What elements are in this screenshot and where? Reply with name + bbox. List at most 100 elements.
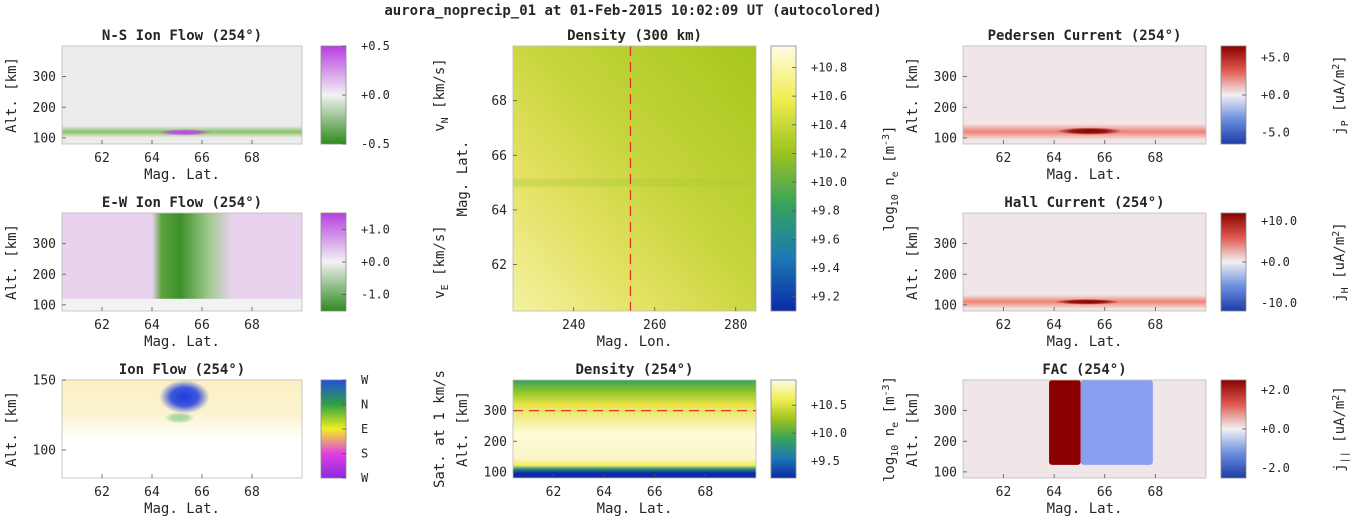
fac-frame [962,379,1207,479]
ns-ion-flow-ytick-label: 200 [33,101,56,116]
density-300-ytick-label: 66 [491,149,507,164]
fac-colorbar-tick-label: +2.0 [1261,383,1290,397]
density-300-colorbar-tick-label: +10.0 [811,175,847,189]
pedersen-current-frame [962,45,1207,145]
figure-title: aurora_noprecip_01 at 01-Feb-2015 10:02:… [384,3,881,19]
ew-ion-flow-colorbar-label: vE [km/s] [432,225,451,298]
hall-current-panel: Hall Current (254°) 62 64 66 68 Mag. Lat. 100 2… [905,195,1350,350]
hall-current-xtick-label: 66 [1097,318,1113,333]
ew-ion-flow-colorbar [320,212,347,312]
density-254-plot-area [513,380,756,478]
fac-ytick-label: 200 [934,435,957,450]
pedersen-current-xtick-label: 64 [1046,151,1062,166]
ew-ion-flow-ytick-label: 300 [33,237,56,252]
density-254-panel: Density (254°) 62 64 66 68 Mag. Lat. 100 200 300… [455,362,901,517]
hall-current-title: Hall Current (254°) [1004,195,1164,211]
hall-current-xtick-label: 62 [996,318,1012,333]
density-300-colorbar-tick-label: +10.2 [811,146,847,160]
ew-ion-flow-xtick-label: 64 [144,318,160,333]
pedersen-current-title: Pedersen Current (254°) [988,28,1182,44]
density-254-xtick-label: 64 [596,485,612,500]
density-300-title: Density (300 km) [567,28,702,44]
hall-current-xtick-label: 64 [1046,318,1062,333]
density-300-colorbar-tick-label: +9.2 [811,290,840,304]
ns-ion-flow-colorbar-tick-label: +0.5 [361,39,390,53]
ns-ion-flow-title: N-S Ion Flow (254°) [102,28,262,44]
hall-current-ytick-label: 300 [934,237,957,252]
density-300-ytick-label: 68 [491,94,507,109]
fac-feature-0 [1049,380,1081,465]
fac-xtick-label: 66 [1097,485,1113,500]
ion-flow-frame [61,379,303,479]
density-300-colorbar-label: log10 ne [m-3] [881,125,901,231]
density-300-colorbar-tick-label: +9.8 [811,204,840,218]
fac-colorbar-tick-label: +0.0 [1261,422,1290,436]
fac-xlabel: Mag. Lat. [1047,501,1123,517]
ion-flow-xtick-label: 62 [94,485,110,500]
hall-current-colorbar-label: jH [uA/m2] [1331,222,1350,302]
hall-current-colorbar-tick-label: -10.0 [1261,296,1297,310]
fac-ytick-label: 100 [934,465,957,480]
ns-ion-flow-feature-1 [157,129,212,136]
density-254-xtick-label: 62 [546,485,562,500]
ion-flow-xtick-label: 66 [194,485,210,500]
ion-flow-colorbar [320,379,347,479]
pedersen-current-colorbar-tick-label: +5.0 [1261,50,1290,64]
density-300-frame [512,45,757,312]
fac-xtick-label: 68 [1148,485,1164,500]
ew-ion-flow-plot-area [62,213,302,311]
density-254-colorbar-label: log10 ne [m-3] [881,376,901,482]
ion-flow-feature-1 [159,380,210,414]
ion-flow-xlabel: Mag. Lat. [144,501,220,517]
ns-ion-flow-plot-area [62,46,302,144]
pedersen-current-ylabel: Alt. [km] [905,57,921,133]
density-254-colorbar-tick-label: +10.5 [811,398,847,412]
density-254-colorbar-tick-label: +9.5 [811,454,840,468]
ion-flow-plot-area [62,380,302,478]
ns-ion-flow-xlabel: Mag. Lat. [144,167,220,183]
ns-ion-flow-xtick-label: 62 [94,151,110,166]
hall-current-colorbar [1220,212,1247,312]
pedersen-current-xtick-label: 62 [996,151,1012,166]
density-300-ylabel: Mag. Lat. [455,141,471,217]
ion-flow-panel: Ion Flow (254°) 62 64 66 68 Mag. Lat. 100 150 Al… [4,362,448,517]
ns-ion-flow-ytick-label: 300 [33,70,56,85]
ns-ion-flow-colorbar-tick-label: -0.5 [361,137,390,151]
ns-ion-flow-xtick-label: 66 [194,151,210,166]
ion-flow-colorbar-tick-label: W [361,373,369,387]
pedersen-current-feature-1 [1056,127,1123,135]
ew-ion-flow-ylabel: Alt. [km] [4,224,20,300]
density-300-field [513,46,756,311]
hall-current-ylabel: Alt. [km] [905,224,921,300]
density-254-field [513,380,756,478]
hall-current-xlabel: Mag. Lat. [1047,334,1123,350]
pedersen-current-ytick-label: 200 [934,101,957,116]
pedersen-current-xtick-label: 68 [1148,151,1164,166]
ion-flow-colorbar-tick-label: S [361,447,368,461]
fac-colorbar-label: j|| [uA/m2] [1331,386,1350,472]
ion-flow-colorbar-tick-label: N [361,398,368,412]
ion-flow-colorbar-tick-label: E [361,422,368,436]
density-254-title: Density (254°) [575,362,693,378]
density-254-xlabel: Mag. Lat. [597,501,673,517]
ew-ion-flow-ytick-label: 100 [33,298,56,313]
ns-ion-flow-xtick-label: 64 [144,151,160,166]
ion-flow-colorbar-tick-label: W [361,471,369,485]
ns-ion-flow-panel: N-S Ion Flow (254°) 62 64 66 68 Mag. Lat. 100 2… [4,28,451,183]
pedersen-current-colorbar-tick-label: -5.0 [1261,126,1290,140]
fac-plot-area [963,380,1206,478]
density-254-ytick-label: 300 [484,404,507,419]
ion-flow-ytick-label: 100 [33,444,56,459]
fac-colorbar [1220,379,1247,479]
ion-flow-colorbar-label: Sat. at 1 km/s [432,370,448,488]
density-300-xtick-label: 240 [562,318,585,333]
ns-ion-flow-ylabel: Alt. [km] [4,57,20,133]
ion-flow-xtick-label: 68 [244,485,260,500]
density-254-ylabel: Alt. [km] [455,391,471,467]
pedersen-current-xtick-label: 66 [1097,151,1113,166]
density-300-xlabel: Mag. Lon. [597,334,673,350]
ew-ion-flow-xtick-label: 66 [194,318,210,333]
ew-ion-flow-frame [61,212,303,312]
pedersen-current-colorbar-label: jP [uA/m2] [1331,55,1350,135]
hall-current-colorbar-tick-label: +0.0 [1261,255,1290,269]
